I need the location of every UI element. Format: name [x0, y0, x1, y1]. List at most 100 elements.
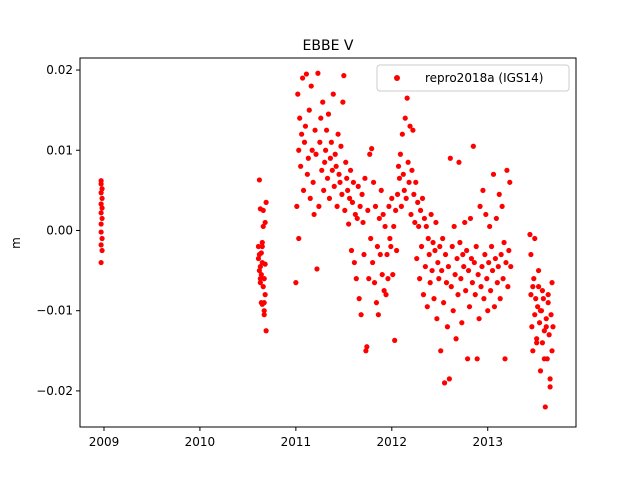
data-point — [508, 263, 514, 270]
data-point — [488, 288, 494, 294]
x-tick-label: 2012 — [377, 435, 408, 449]
data-point — [357, 203, 363, 209]
data-point — [448, 284, 454, 290]
data-point — [474, 356, 480, 362]
data-point — [376, 215, 382, 222]
data-point — [477, 203, 483, 209]
data-point — [352, 211, 358, 218]
y-tick-label: 0.01 — [46, 143, 73, 157]
data-point — [424, 304, 430, 310]
data-point — [528, 251, 534, 258]
data-point — [428, 211, 434, 218]
data-point — [260, 284, 266, 290]
chart-title: EBBE V — [303, 38, 354, 54]
data-point — [545, 300, 551, 306]
data-point — [351, 259, 357, 266]
data-point — [314, 266, 320, 272]
data-point — [365, 207, 371, 214]
data-point — [412, 219, 418, 226]
data-point — [450, 308, 456, 314]
data-point — [502, 356, 508, 362]
data-point — [535, 267, 542, 274]
data-point — [394, 191, 401, 197]
data-point — [296, 235, 302, 242]
data-point — [461, 263, 467, 270]
data-point — [417, 207, 424, 214]
data-point — [261, 276, 267, 282]
data-point — [308, 83, 314, 89]
data-point — [99, 195, 105, 201]
data-point — [98, 210, 104, 216]
data-point — [480, 187, 486, 193]
data-point — [431, 296, 437, 302]
x-tick-label: 2010 — [185, 435, 216, 449]
data-point — [346, 195, 353, 201]
data-point — [354, 215, 360, 222]
data-point — [533, 296, 539, 302]
data-point — [258, 271, 264, 278]
data-point — [401, 187, 407, 193]
y-tick-label: 0.02 — [46, 63, 73, 77]
data-point — [418, 243, 425, 250]
data-point — [362, 175, 368, 181]
data-point — [257, 206, 263, 212]
data-point — [260, 223, 266, 230]
data-point — [444, 324, 451, 330]
data-point — [387, 235, 393, 242]
data-point — [373, 300, 380, 306]
data-point — [262, 261, 268, 267]
data-point — [539, 288, 546, 294]
data-point — [261, 312, 267, 318]
data-point — [255, 243, 262, 250]
data-point — [295, 91, 301, 97]
data-point — [496, 191, 502, 197]
data-point — [318, 115, 324, 121]
data-point — [331, 183, 337, 189]
data-point — [497, 296, 503, 302]
data-point — [303, 71, 310, 77]
data-point — [342, 207, 348, 214]
data-point — [384, 251, 390, 258]
data-point — [396, 175, 403, 181]
data-point — [344, 175, 350, 181]
data-point — [495, 263, 501, 270]
data-point — [371, 280, 378, 286]
data-point — [355, 183, 361, 189]
data-point — [426, 251, 432, 258]
data-point — [393, 207, 399, 214]
data-point — [487, 223, 493, 230]
data-point — [420, 292, 427, 298]
legend: repro2018a (IGS14) — [376, 64, 570, 92]
data-point — [372, 203, 379, 209]
data-point — [348, 247, 355, 254]
data-point — [311, 211, 317, 218]
data-point — [411, 191, 417, 197]
data-point — [370, 179, 377, 185]
data-point — [99, 215, 105, 222]
data-point — [467, 215, 474, 222]
data-point — [394, 247, 400, 254]
data-point — [482, 251, 488, 258]
data-point — [458, 276, 464, 282]
data-point — [402, 115, 408, 121]
data-point — [369, 146, 375, 152]
data-point — [503, 259, 509, 266]
data-point — [299, 75, 306, 81]
legend-marker — [394, 75, 400, 81]
data-point — [468, 255, 475, 262]
data-point — [310, 179, 316, 185]
data-point — [336, 171, 342, 177]
data-point — [504, 167, 510, 173]
data-point — [338, 143, 344, 149]
data-point — [447, 155, 453, 161]
data-point — [488, 243, 495, 250]
data-point — [353, 276, 359, 282]
data-point — [473, 243, 479, 250]
legend-label: repro2018a (IGS14) — [425, 71, 543, 85]
data-point — [464, 247, 470, 254]
data-point — [319, 167, 325, 173]
data-point — [261, 308, 267, 314]
data-point — [435, 259, 441, 266]
data-point — [535, 304, 541, 310]
data-point — [380, 211, 386, 218]
